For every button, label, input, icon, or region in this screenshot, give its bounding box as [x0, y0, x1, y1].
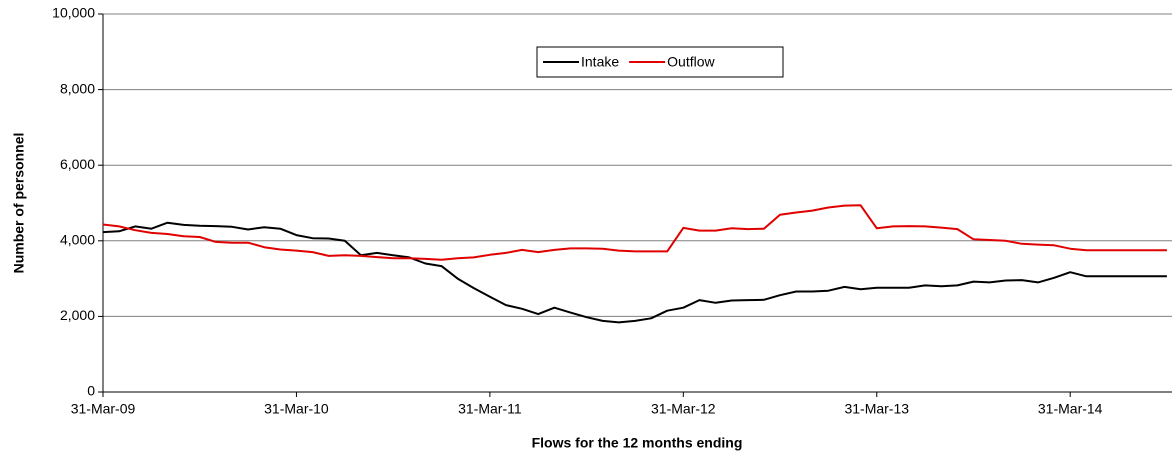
x-tick-label: 31-Mar-14	[1038, 401, 1103, 417]
x-tick-label: 31-Mar-09	[71, 401, 136, 417]
x-tick-label: 31-Mar-10	[264, 401, 329, 417]
y-tick-label: 10,000	[52, 5, 95, 21]
y-tick-label: 4,000	[60, 232, 95, 248]
line-series	[102, 204, 1167, 261]
legend-label: Intake	[581, 54, 619, 70]
y-tick-label: 0	[87, 383, 95, 399]
x-tick-label: 31-Mar-13	[844, 401, 909, 417]
x-axis-label: Flows for the 12 months ending	[532, 435, 743, 451]
line-series	[102, 221, 1167, 324]
y-axis-label: Number of personnel	[11, 133, 27, 274]
legend-label: Outflow	[667, 54, 715, 70]
y-tick-label: 8,000	[60, 80, 95, 96]
y-tick-label: 2,000	[60, 307, 95, 323]
y-tick-label: 6,000	[60, 156, 95, 172]
x-tick-label: 31-Mar-12	[651, 401, 716, 417]
x-tick-label: 31-Mar-11	[458, 401, 522, 417]
